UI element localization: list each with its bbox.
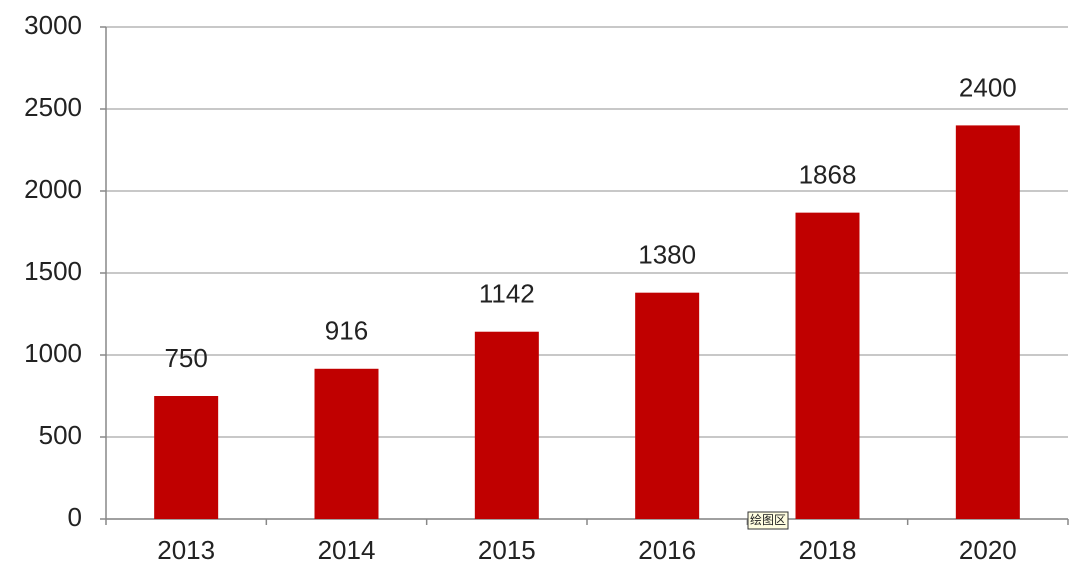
bar — [795, 212, 860, 519]
y-tick-label: 2000 — [24, 174, 82, 204]
x-tick-label: 2020 — [959, 535, 1017, 565]
y-tick-label: 1000 — [24, 338, 82, 368]
bar — [955, 125, 1020, 520]
bar — [154, 396, 219, 519]
data-label: 1380 — [638, 240, 696, 270]
data-label: 1142 — [479, 279, 535, 309]
x-tick-label: 2014 — [318, 535, 376, 565]
x-tick-label: 2016 — [638, 535, 696, 565]
tooltip: 绘图区 — [750, 512, 786, 527]
tooltip-box — [747, 511, 789, 530]
bar — [314, 368, 379, 519]
y-tick-label: 3000 — [24, 10, 82, 40]
data-label: 750 — [164, 343, 207, 373]
x-tick-label: 2015 — [478, 535, 536, 565]
y-tick-label: 1500 — [24, 256, 82, 286]
y-tick-label: 500 — [39, 420, 82, 450]
data-label: 1868 — [799, 160, 857, 190]
y-tick-label: 0 — [68, 502, 82, 532]
x-tick-label: 2018 — [799, 535, 857, 565]
y-tick-label: 2500 — [24, 92, 82, 122]
x-tick-label: 2013 — [157, 535, 215, 565]
bar — [474, 331, 539, 519]
data-label: 916 — [325, 316, 368, 346]
bar — [635, 292, 700, 519]
data-label: 2400 — [959, 72, 1017, 102]
